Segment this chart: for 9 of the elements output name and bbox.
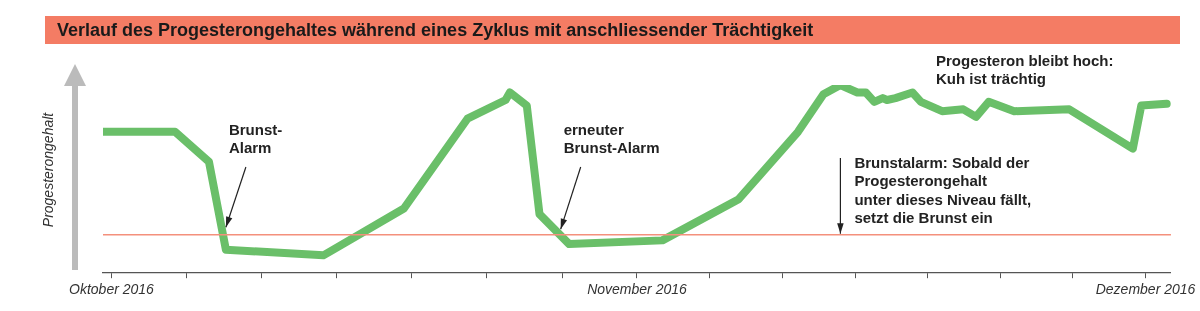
x-tick-label: Oktober 2016 (69, 281, 155, 298)
x-tick-label: November 2016 (587, 281, 687, 298)
annotation: Brunstalarm: Sobald der Progesterongehalt unter dieses Niveau fällt, setzt die Brunst ein (854, 153, 1032, 227)
annotation: Brunst- Alarm (228, 120, 283, 157)
annotation: Progesteron bleibt hoch: Kuh ist trächtig (936, 51, 1114, 88)
y-axis-title: Progesterongehalt (40, 112, 56, 228)
chart-title: Verlauf des Progesterongehaltes während eines Zyklus mit anschliessender Trächtigkeit (45, 16, 1180, 44)
annotation: erneuter Brunst-Alarm (563, 120, 660, 157)
x-tick-label: Dezember 2016 (1095, 281, 1196, 298)
